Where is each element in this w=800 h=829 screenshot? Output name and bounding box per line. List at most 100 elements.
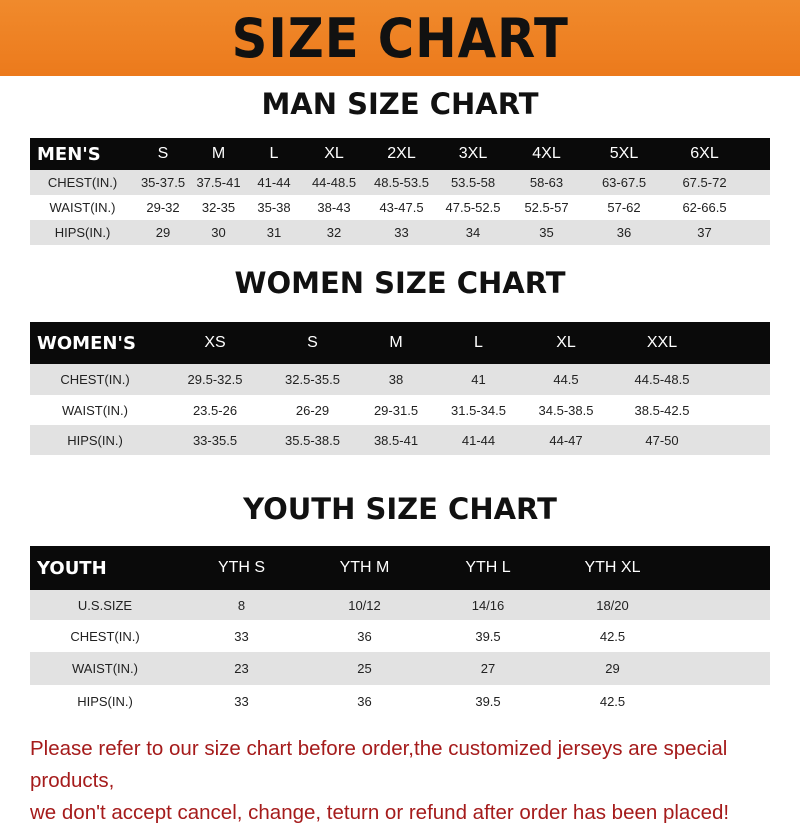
table-cell: 34: [465, 225, 481, 240]
banner-title: SIZE CHART: [231, 6, 569, 70]
table-cell: 39.5: [475, 628, 501, 644]
table-cell: 33-35.5: [192, 432, 238, 448]
table-cell: 48.5-53.5: [374, 175, 429, 190]
note-line-2: we don't accept cancel, change, teturn o…: [30, 801, 730, 824]
men-section-title: MAN SIZE CHART: [261, 87, 539, 121]
table-cell: 8: [237, 597, 246, 613]
table-cell: 31: [266, 225, 282, 240]
table-row: WAIST(IN.) 23.5-26 26-29 29-31.5 31.5-34.5 34…: [30, 395, 770, 425]
table-cell: 32-35: [201, 200, 236, 215]
table-header-row: YOUTH YTH S YTH M YTH L YTH XL: [30, 546, 770, 590]
table-row: WAIST(IN.) 29-32 32-35 35-38 38-43 43-47.5 47.…: [30, 195, 770, 220]
table-cell: XXL: [646, 334, 678, 351]
table-cell: 14/16: [471, 597, 505, 613]
table-cell: 47.5-52.5: [445, 200, 501, 215]
table-cell: 44.5-48.5: [634, 372, 690, 387]
table-cell: 43-47.5: [379, 200, 424, 215]
table-cell: 35: [539, 225, 554, 240]
table-cell: 37.5-41: [196, 175, 241, 190]
table-cell: 35.5-38.5: [285, 432, 340, 448]
table-cell: 62-66.5: [682, 200, 727, 215]
table-cell: 57-62: [607, 200, 641, 215]
table-cell: 4XL: [532, 145, 561, 162]
table-cell: 67.5-72: [682, 175, 727, 190]
table-row: HIPS(IN.) 33-35.5 35.5-38.5 38.5-41 41-44 44-…: [30, 425, 770, 455]
table-cell: 33: [394, 225, 409, 240]
table-cell: YTH M: [339, 559, 390, 576]
table-cell: 38.5-42.5: [634, 402, 690, 418]
table-cell: 44.5: [553, 372, 579, 387]
men-size-table: MEN'S S M L XL 2XL 3XL 4XL 5XL 6XL CHEST(IN.) 35-37…: [30, 138, 770, 245]
table-row: CHEST(IN.) 33 36 39.5 42.5: [30, 620, 770, 652]
table-cell: 52.5-57: [524, 200, 569, 215]
table-cell: 38-43: [317, 200, 351, 215]
table-cell: YTH XL: [584, 559, 641, 576]
table-cell: 38: [388, 372, 404, 387]
table-cell: 29-32: [146, 200, 180, 215]
banner: SIZE CHART: [0, 0, 800, 76]
table-cell: 26-29: [295, 402, 330, 418]
table-cell: 33: [234, 694, 249, 709]
table-cell: 2XL: [387, 145, 416, 162]
table-row: HIPS(IN.) 33 36 39.5 42.5: [30, 685, 770, 718]
table-cell: 36: [357, 694, 372, 709]
table-cell: 3XL: [458, 145, 488, 162]
table-row: CHEST(IN.) 35-37.5 37.5-41 41-44 44-48.5 48.5…: [30, 170, 770, 195]
table-cell: 18/20: [596, 597, 629, 613]
table-cell: 47-50: [645, 432, 679, 448]
table-cell: 5XL: [609, 145, 639, 162]
table-cell: S: [157, 145, 169, 162]
women-size-table: WOMEN'S XS S M L XL XXL CHEST(IN.) 29.5-32.5 32.5…: [30, 322, 770, 455]
table-cell: YTH L: [465, 559, 511, 576]
table-cell: XL: [556, 334, 576, 351]
table-cell: 36: [357, 628, 372, 644]
row-label: YOUTH: [37, 557, 107, 579]
table-cell: 10/12: [348, 597, 381, 613]
table-cell: 25: [357, 661, 372, 676]
table-cell: 36: [616, 225, 632, 240]
row-label: CHEST(IN.): [47, 175, 118, 190]
table-cell: 29-31.5: [373, 402, 419, 418]
table-row: HIPS(IN.) 29 30 31 32 33 34 35 36 37: [30, 220, 770, 245]
table-cell: XS: [204, 334, 226, 351]
table-cell: 34.5-38.5: [538, 402, 594, 418]
table-cell: 53.5-58: [450, 175, 496, 190]
table-header-row: WOMEN'S XS S M L XL XXL: [30, 322, 770, 364]
row-label: CHEST(IN.): [60, 372, 130, 387]
row-label: U.S.SIZE: [77, 597, 133, 613]
table-cell: 32: [326, 225, 342, 240]
table-cell: 6XL: [690, 145, 719, 162]
row-label: WAIST(IN.): [49, 200, 116, 215]
note-line-1: Please refer to our size chart before or…: [30, 737, 728, 792]
table-cell: 31.5-34.5: [451, 402, 506, 418]
row-label: CHEST(IN.): [70, 628, 140, 644]
table-row: CHEST(IN.) 29.5-32.5 32.5-35.5 38 41 44.5 44.5…: [30, 364, 770, 395]
table-cell: 41-44: [461, 432, 496, 448]
table-cell: S: [307, 334, 318, 351]
row-label: WAIST(IN.): [72, 661, 138, 676]
table-cell: 63-67.5: [601, 175, 647, 190]
table-cell: YTH S: [217, 559, 266, 576]
table-cell: 33: [234, 628, 249, 644]
table-cell: 44-47: [549, 432, 583, 448]
table-cell: 42.5: [599, 694, 626, 709]
table-cell: 29.5-32.5: [187, 372, 243, 387]
table-cell: M: [389, 334, 403, 351]
table-cell: 27: [480, 661, 496, 676]
youth-size-table: YOUTH YTH S YTH M YTH L YTH XL U.S.SIZE 8 10/12…: [30, 546, 770, 718]
row-label: HIPS(IN.): [77, 694, 133, 709]
row-label: WOMEN'S: [37, 332, 136, 354]
table-cell: 44-48.5: [311, 175, 357, 190]
table-cell: 58-63: [529, 175, 564, 190]
row-label: MEN'S: [37, 143, 101, 165]
women-section-title: WOMEN SIZE CHART: [234, 266, 566, 300]
row-label: HIPS(IN.): [54, 225, 111, 240]
table-cell: 29: [605, 661, 620, 676]
table-cell: 29: [155, 225, 171, 240]
table-header-row: MEN'S S M L XL 2XL 3XL 4XL 5XL 6XL: [30, 138, 770, 170]
table-cell: XL: [324, 145, 344, 162]
table-cell: 35-38: [257, 200, 291, 215]
table-cell: 23.5-26: [192, 402, 238, 418]
disclaimer-note: Please refer to our size chart before or…: [30, 733, 790, 829]
table-cell: 23: [234, 661, 249, 676]
